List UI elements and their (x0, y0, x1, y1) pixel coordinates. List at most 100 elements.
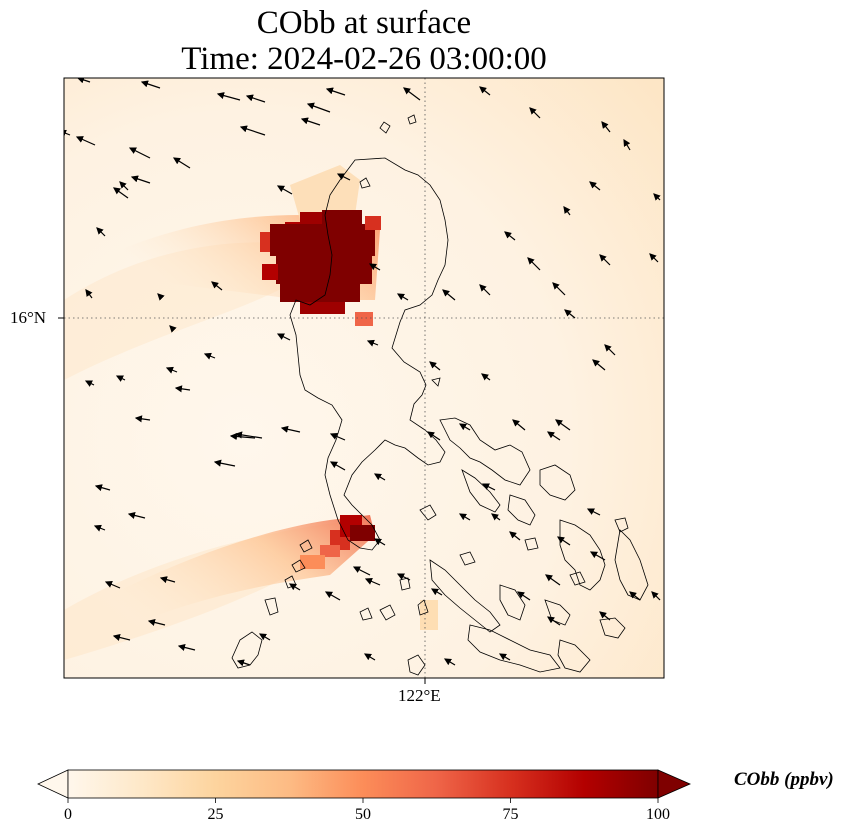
wind-arrow (64, 129, 71, 137)
wind-arrow (504, 231, 516, 241)
wind-arrow (258, 633, 271, 641)
wind-arrow (140, 80, 161, 89)
wind-arrow (213, 459, 236, 467)
wind-arrow (366, 339, 379, 347)
hotspot-north (260, 210, 381, 326)
wind-arrow (599, 611, 611, 621)
wind-arrow (113, 187, 129, 199)
wind-arrow (84, 380, 95, 387)
wind-arrow (352, 566, 371, 576)
wind-arrow (651, 591, 661, 601)
wind-arrow (564, 309, 576, 319)
wind-arrow (329, 461, 346, 471)
wind-arrow (300, 117, 321, 126)
wind-arrow (552, 282, 566, 296)
wind-arrow (329, 433, 346, 441)
colorbar-tick-label: 50 (355, 806, 371, 823)
wind-arrow (373, 473, 386, 481)
wind-arrow (239, 125, 266, 136)
wind-arrow (442, 289, 456, 301)
coastlines (231, 114, 649, 676)
wind-arrow (128, 147, 151, 159)
wind-arrow (396, 293, 409, 301)
wind-arrow (115, 375, 126, 382)
hotspot-south (300, 515, 375, 569)
wind-arrow (236, 659, 251, 667)
wind-arrow (245, 94, 266, 103)
wind-arrow (527, 257, 541, 271)
wind-vectors (64, 78, 661, 667)
wind-arrow (119, 181, 129, 191)
wind-arrow (324, 591, 341, 601)
wind-arrow (509, 531, 521, 541)
wind-arrow (306, 102, 331, 113)
wind-arrow (586, 508, 601, 516)
wind-arrow (104, 581, 121, 589)
wind-arrow (479, 86, 491, 96)
wind-arrow (165, 366, 178, 374)
wind-arrow (529, 107, 541, 119)
wind-arrow (174, 385, 191, 393)
wind-arrow (443, 658, 456, 666)
wind-arrow (604, 344, 616, 356)
wind-arrow (481, 483, 496, 491)
colorbar-tick-label: 25 (207, 806, 224, 823)
wind-arrow (653, 193, 661, 201)
wind-arrow (177, 643, 196, 651)
lon-tick-label: 122°E (398, 686, 441, 705)
wind-arrow (276, 185, 293, 195)
wind-arrow (280, 425, 301, 433)
wind-arrow (430, 588, 443, 596)
wind-arrow (76, 78, 91, 84)
wind-arrow (458, 423, 471, 431)
wind-arrow (563, 206, 571, 216)
wind-arrow (589, 181, 601, 191)
colorbar-tick-label: 100 (646, 806, 670, 823)
wind-arrow (93, 524, 106, 532)
wind-arrow (458, 513, 471, 521)
wind-arrow (623, 138, 631, 151)
wind-arrow (203, 352, 216, 360)
wind-arrow (169, 325, 177, 333)
wind-arrow (159, 576, 176, 584)
wind-arrow (601, 121, 611, 133)
wind-arrow (599, 254, 611, 266)
wind-arrow (557, 536, 571, 546)
wind-arrow (127, 511, 146, 519)
wind-arrow (555, 419, 571, 431)
wind-arrow (96, 227, 106, 237)
colorbar-extend-low (37, 769, 69, 799)
wind-arrow (85, 289, 93, 299)
wind-arrow (512, 419, 526, 431)
wind-arrow (396, 573, 411, 581)
wind-arrow (276, 333, 291, 341)
wind-arrow (336, 173, 351, 181)
wind-arrow (94, 484, 111, 492)
wind-arrow (491, 513, 501, 521)
colorbar-gradient (67, 769, 659, 799)
wind-arrow (157, 293, 165, 301)
wind-arrow (368, 263, 381, 271)
wind-arrow (216, 92, 241, 101)
wind-arrow (403, 87, 421, 101)
colorbar (37, 769, 691, 803)
lat-tick-label: 16°N (10, 308, 47, 327)
colorbar-label: CObb (ppbv) (734, 769, 834, 790)
chart-title-line2: Time: 2024-02-26 03:00:00 (181, 41, 547, 77)
wind-arrow (134, 415, 151, 423)
wind-arrow (545, 574, 561, 586)
wind-arrow (325, 87, 346, 96)
wind-arrow (364, 578, 381, 586)
colorbar-tick-label: 0 (64, 806, 72, 823)
wind-arrow (373, 538, 386, 546)
wind-arrow (589, 551, 606, 561)
wind-arrow (147, 618, 166, 626)
wind-arrow (112, 633, 131, 641)
wind-arrow (427, 431, 441, 441)
map-plot (58, 77, 665, 684)
wind-arrow (229, 432, 256, 441)
wind-arrow (547, 616, 561, 626)
wind-arrow (211, 281, 223, 291)
wind-arrow (288, 583, 301, 591)
wind-arrow (429, 361, 441, 371)
